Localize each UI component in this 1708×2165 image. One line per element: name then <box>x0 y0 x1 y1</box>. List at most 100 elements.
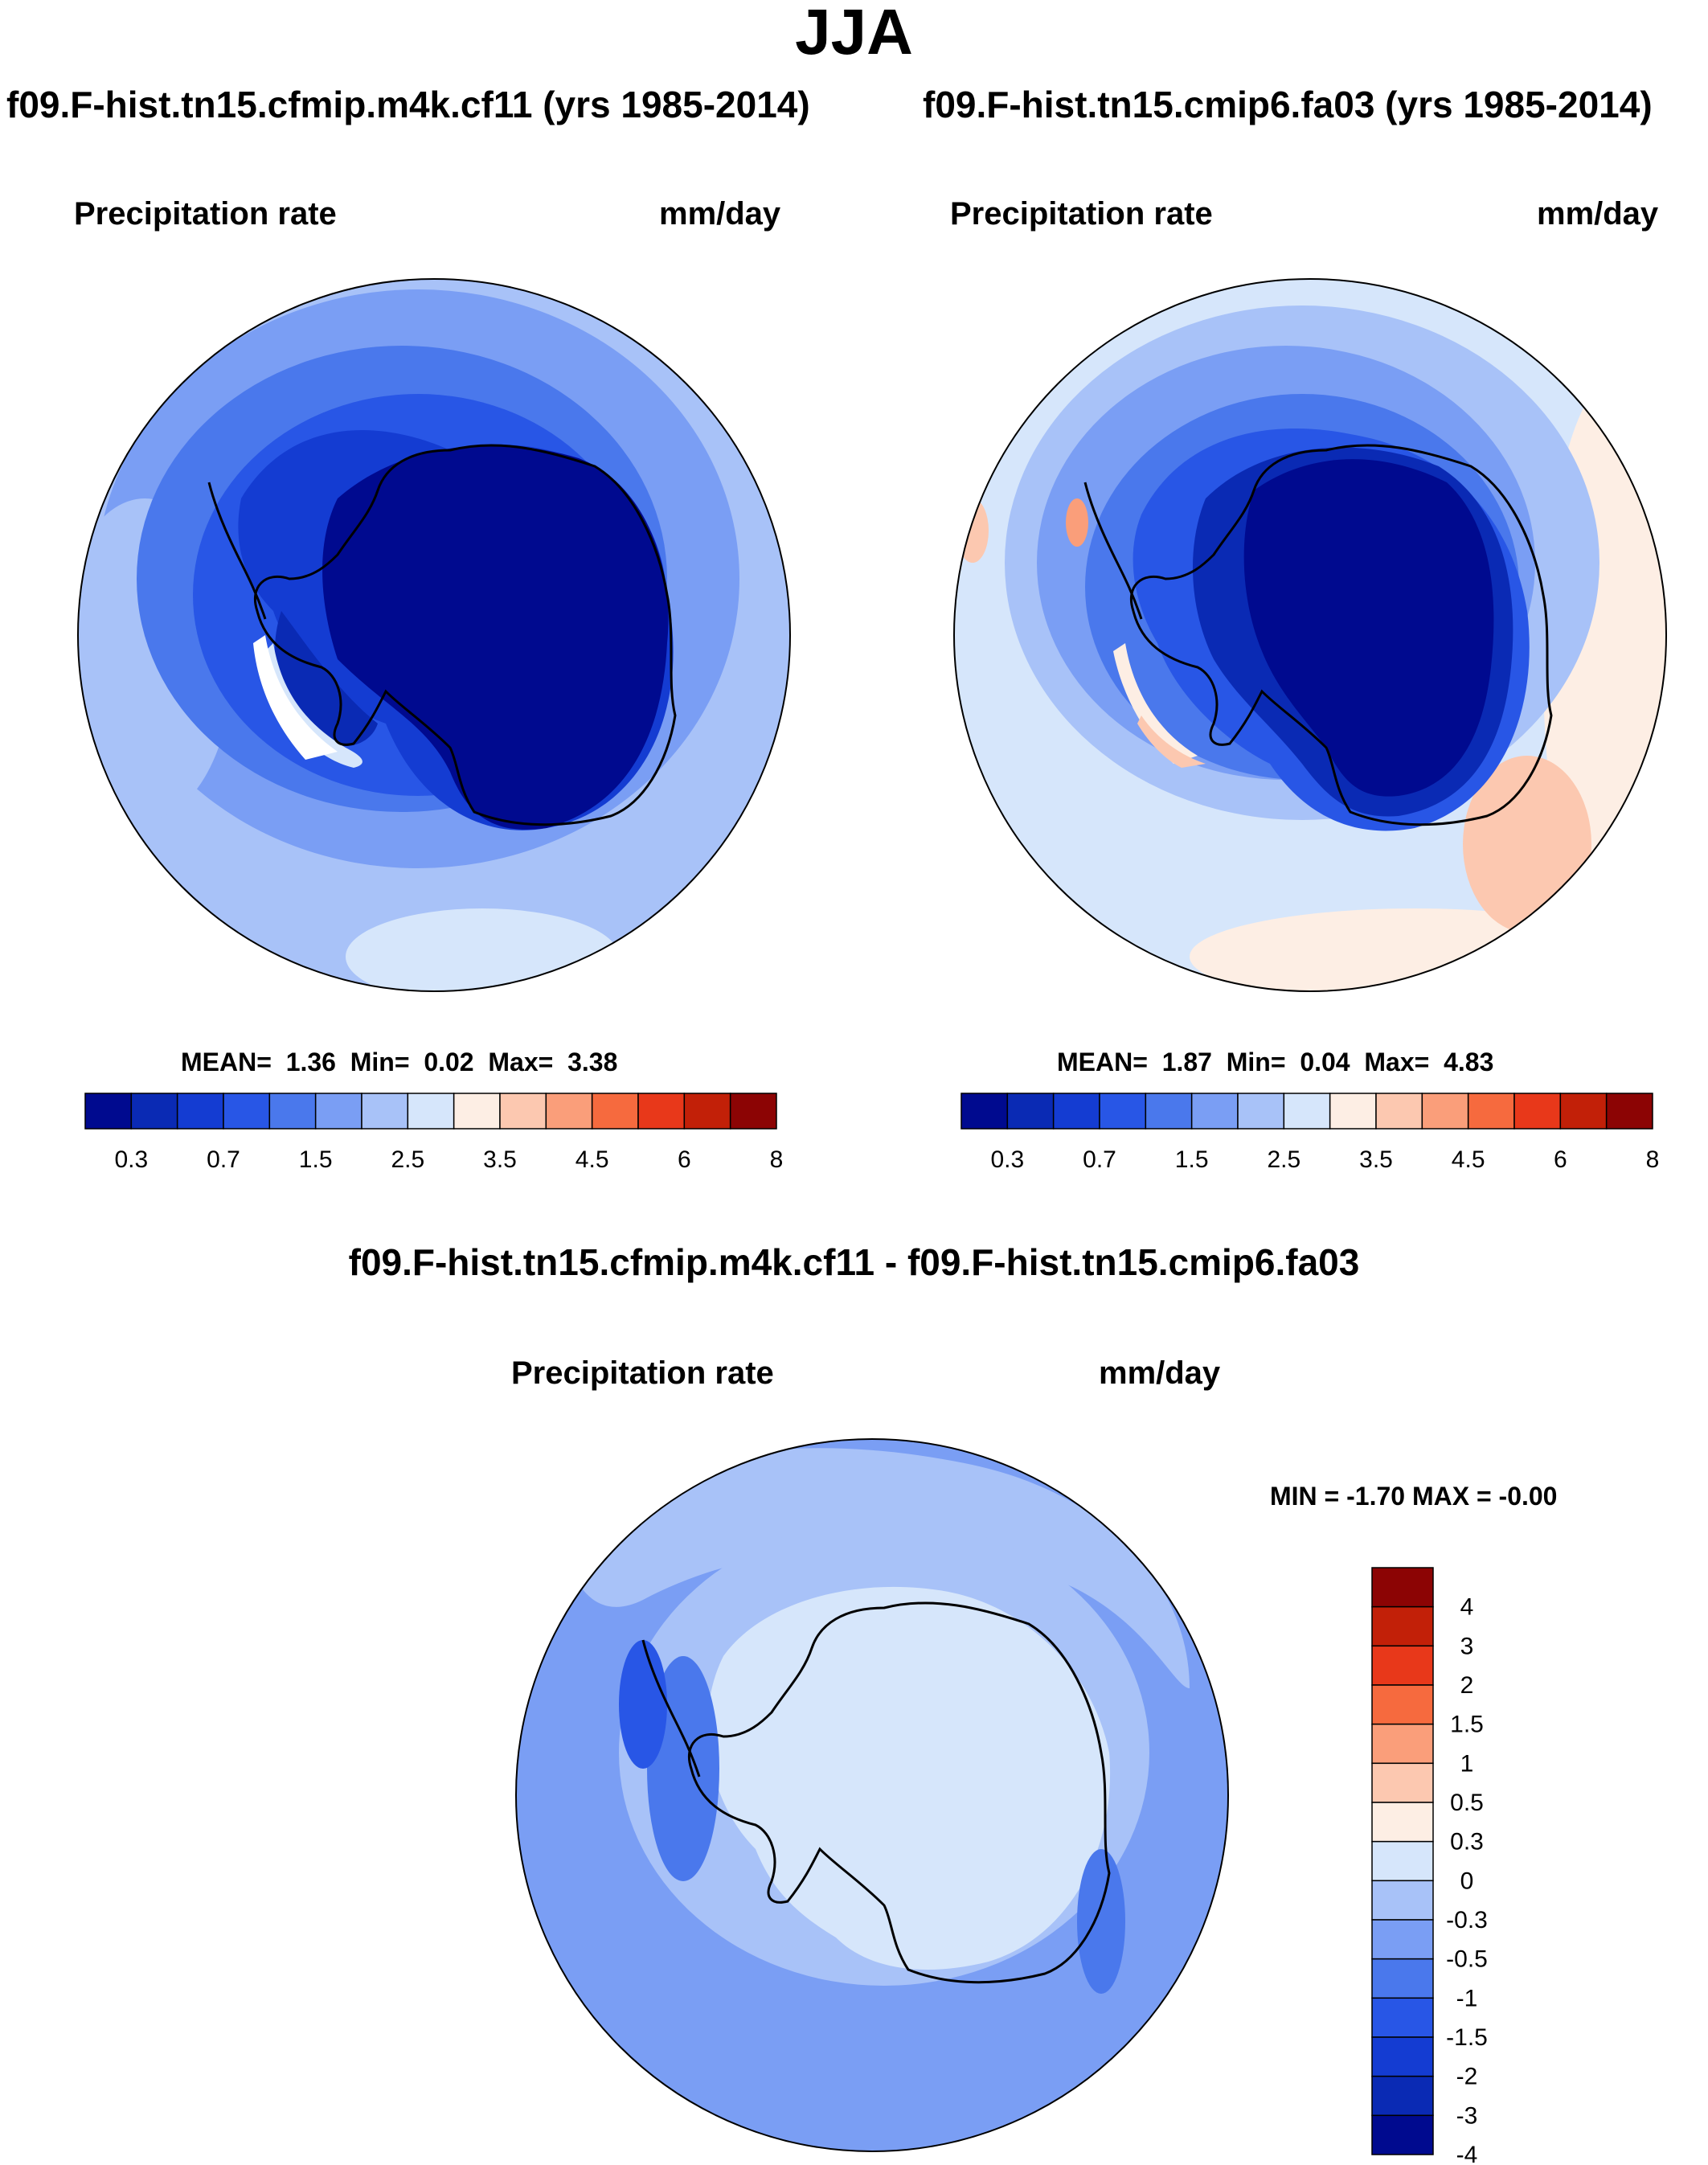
panel2-colorbar-box <box>1513 1093 1562 1130</box>
diff-colorbar-box <box>1371 1997 1434 2038</box>
diff-min-value: -1.70 <box>1346 1482 1406 1511</box>
panel1-colorbar-box <box>176 1093 224 1130</box>
diff-colorbar-box <box>1371 1840 1434 1882</box>
panel1-colorbar-box <box>130 1093 178 1130</box>
diff-colorbar-tick-label: 2 <box>1460 1672 1474 1699</box>
diff-colorbar-box <box>1371 1567 1434 1608</box>
panel2-colorbar-box <box>960 1093 1009 1130</box>
diff-colorbar-tick-label: -0.3 <box>1446 1907 1488 1933</box>
panel1-contours <box>78 279 790 991</box>
diff-max-value: -0.00 <box>1498 1482 1558 1511</box>
diff-colorbar-tick-label: 1.5 <box>1450 1712 1484 1738</box>
diff-max-label: MAX = <box>1411 1482 1492 1511</box>
diff-colorbar-tick-label: -4 <box>1456 2142 1478 2165</box>
diff-colorbar-tick-label: 3 <box>1460 1633 1474 1659</box>
diff-colorbar-tick-label: 1 <box>1460 1750 1474 1777</box>
panel2-colorbar-tick-label: 1.5 <box>1175 1146 1209 1173</box>
panel1-colorbar-box <box>223 1093 271 1130</box>
panel2-colorbar-box <box>1237 1093 1285 1130</box>
diff-colorbar-box <box>1371 1802 1434 1843</box>
diff-colorbar-tick-label: -3 <box>1456 2102 1478 2129</box>
panel1-coastline <box>253 444 677 826</box>
panel1-colorbar-tick-label: 3.5 <box>483 1146 517 1173</box>
panel1-colorbar-tick-label: 4.5 <box>575 1146 609 1173</box>
panel2-case-title: f09.F-hist.tn15.cmip6.fa03 (yrs 1985-201… <box>923 84 1653 125</box>
diff-variable-label: Precipitation rate <box>511 1355 774 1391</box>
panel1-colorbar-box <box>729 1093 777 1130</box>
diff-colorbar-box <box>1371 1645 1434 1686</box>
panel2-colorbar-box <box>1559 1093 1608 1130</box>
diff-colorbar-box <box>1371 1605 1434 1647</box>
diff-colorbar-box <box>1371 1684 1434 1725</box>
panel2-colorbar-tick-label: 6 <box>1554 1146 1567 1173</box>
panel2-colorbar-tick-label: 0.3 <box>990 1146 1024 1173</box>
panel2-mean-label: MEAN= <box>1057 1048 1148 1076</box>
panel1-colorbar-box <box>637 1093 686 1130</box>
diff-colorbar-tick-label: -1 <box>1456 1985 1478 2011</box>
panel1-max-value: 3.38 <box>567 1048 618 1076</box>
panel2-colorbar-tick-label: 8 <box>1646 1146 1660 1173</box>
panel1-colorbar-box <box>453 1093 501 1130</box>
panel2-coastline <box>1129 444 1553 826</box>
diff-colorbar-tick-label: 4 <box>1460 1594 1474 1621</box>
panel2-stats: MEAN= 1.87 Min= 0.04 Max= 4.83 <box>1057 1048 1493 1076</box>
panel2-units-label: mm/day <box>1537 196 1659 232</box>
panel2-colorbar-tick-label: 0.7 <box>1083 1146 1116 1173</box>
diff-colorbar-box <box>1371 2075 1434 2117</box>
diff-colorbar-tick-label: -0.5 <box>1446 1946 1488 1973</box>
diff-coastline <box>687 1601 1111 1984</box>
panel1-colorbar-box <box>361 1093 409 1130</box>
panel1-colorbar-box <box>407 1093 455 1130</box>
panel1-units-label: mm/day <box>659 196 781 232</box>
panel1-colorbar-tick-label: 0.3 <box>114 1146 148 1173</box>
diff-colorbar-box <box>1371 1880 1434 1921</box>
panel1-colorbar-box <box>499 1093 547 1130</box>
panel2-variable-label: Precipitation rate <box>950 196 1213 232</box>
diff-minmax: MIN = -1.70 MAX = -0.00 <box>1270 1482 1557 1511</box>
diff-colorbar-tick-label: -1.5 <box>1446 2024 1488 2051</box>
diff-colorbar-box <box>1371 1958 1434 1999</box>
panel2-min-label: Min= <box>1226 1048 1286 1076</box>
panel1-stats: MEAN= 1.36 Min= 0.02 Max= 3.38 <box>181 1048 617 1076</box>
panel2-colorbar-box <box>1052 1093 1100 1130</box>
panel1-colorbar-box <box>683 1093 731 1130</box>
diff-colorbar-tick-label: 0.5 <box>1450 1790 1484 1816</box>
panel2-mean-value: 1.87 <box>1161 1048 1212 1076</box>
diff-colorbar-box <box>1371 1919 1434 1960</box>
panel1-colorbar-tick-label: 0.7 <box>207 1146 240 1173</box>
panel2-min-value: 0.04 <box>1300 1048 1350 1076</box>
diff-colorbar-tick-label: 0 <box>1460 1868 1474 1894</box>
panel2-colorbar-box <box>1283 1093 1331 1130</box>
diff-colorbar-box <box>1371 2114 1434 2155</box>
diff-min-label: MIN = <box>1270 1482 1340 1511</box>
diff-colorbar: 4 3 2 1.5 1 0.5 0.3 0 -0.3 -0.5 -1 -1.5 -2 -3 -4 <box>1371 1567 1488 2165</box>
panel1-colorbar-tick-label: 2.5 <box>391 1146 424 1173</box>
diff-colorbar-box <box>1371 1723 1434 1765</box>
diff-units-label: mm/day <box>1099 1355 1221 1391</box>
diff-contours <box>516 1439 1228 2151</box>
panel2-colorbar-tick-label: 2.5 <box>1267 1146 1300 1173</box>
panel2-colorbar-box <box>1605 1093 1653 1130</box>
panel1-variable-label: Precipitation rate <box>74 196 337 232</box>
season-title: JJA <box>795 0 913 68</box>
panel1-colorbar-box <box>545 1093 593 1130</box>
panel1-mean-label: MEAN= <box>181 1048 272 1076</box>
panel2-colorbar-box <box>1145 1093 1193 1130</box>
panel1-colorbar-tick-label: 8 <box>770 1146 784 1173</box>
panel1-colorbar-tick-label: 6 <box>678 1146 691 1173</box>
panel1-min-value: 0.02 <box>424 1048 474 1076</box>
panel2-colorbar-box <box>1375 1093 1423 1130</box>
panel2-max-value: 4.83 <box>1444 1048 1494 1076</box>
panel1-colorbar-box <box>268 1093 317 1130</box>
panel1-case-title: f09.F-hist.tn15.cfmip.m4k.cf11 (yrs 1985… <box>6 84 810 125</box>
panel2-colorbar: 0.3 0.7 1.5 2.5 3.5 4.5 6 8 <box>960 1093 1660 1173</box>
panel1-colorbar-box <box>591 1093 639 1130</box>
diff-colorbar-tick-label: -2 <box>1456 2064 1478 2090</box>
panel1-colorbar-tick-label: 1.5 <box>299 1146 333 1173</box>
diff-colorbar-box <box>1371 2036 1434 2077</box>
panel1-max-label: Max= <box>488 1048 554 1076</box>
panel2-colorbar-tick-label: 4.5 <box>1452 1146 1485 1173</box>
panel2-colorbar-box <box>1467 1093 1515 1130</box>
